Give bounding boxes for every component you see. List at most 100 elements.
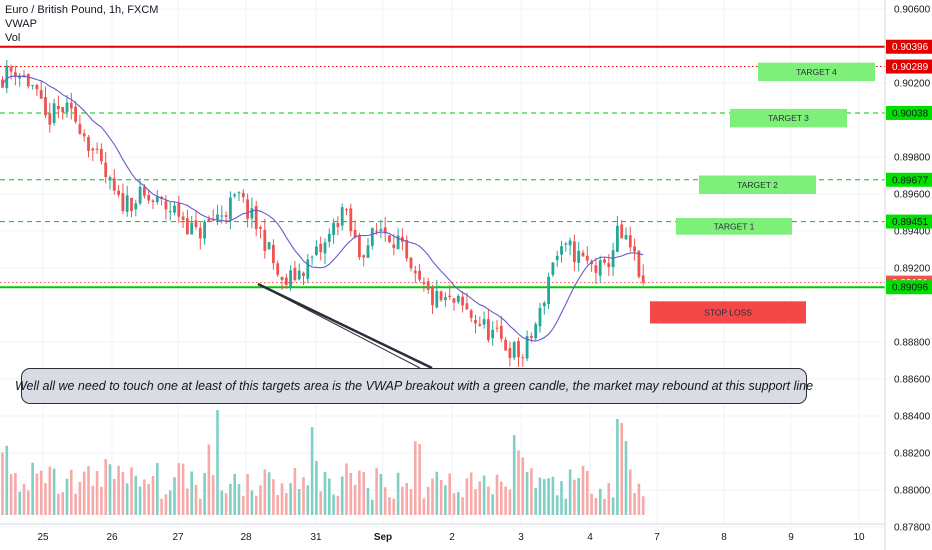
price-levels: [0, 45, 885, 289]
time-tick-label: 3: [518, 532, 524, 543]
time-axis[interactable]: 25 26 27 28 31 Sep 2 3 4 7 8 9 10: [37, 532, 865, 543]
volume-bar: [353, 484, 357, 515]
volume-bar: [362, 471, 365, 515]
candle-body: [52, 103, 56, 123]
candle-body: [452, 298, 456, 303]
candle-body: [409, 257, 413, 269]
symbol-title[interactable]: Euro / British Pound, 1h, FXCM: [5, 4, 159, 16]
candle-body: [134, 203, 138, 210]
candle-body: [456, 295, 460, 302]
candle-body: [633, 246, 636, 252]
target-1-zone: [676, 218, 792, 235]
volume-bar: [607, 483, 611, 515]
candle-body: [306, 259, 310, 279]
candle-body: [237, 192, 241, 194]
candle-body: [620, 224, 624, 239]
time-tick-label: 9: [788, 532, 794, 543]
volume-bar: [573, 479, 576, 515]
candle-body: [224, 215, 228, 217]
volume-bar: [18, 491, 21, 515]
candle-body: [164, 200, 168, 210]
volume-bar: [285, 493, 288, 515]
candle-body: [340, 207, 344, 226]
candle-body: [246, 199, 249, 219]
candle-body: [349, 208, 353, 232]
volume-bar: [276, 494, 279, 515]
price-level-labels: 0.903960.902890.900380.896770.894510.891…: [886, 39, 932, 295]
volume-bar: [383, 487, 387, 515]
candle-body: [538, 307, 542, 327]
volume-bar: [568, 469, 572, 515]
volume-bar: [289, 483, 292, 515]
candle-body: [530, 336, 533, 338]
volume-bar: [439, 479, 443, 515]
candle-body: [310, 256, 314, 258]
volume-bar: [78, 482, 82, 515]
volume-bar: [603, 498, 606, 515]
volume-bar: [560, 481, 563, 515]
volume-bar: [345, 463, 348, 515]
resistance-value: 0.90396: [892, 42, 929, 53]
volume-bar: [452, 493, 456, 515]
candle-body: [336, 223, 340, 228]
time-tick-label: 27: [172, 532, 184, 543]
volume-bar: [517, 450, 520, 515]
volume-bar: [620, 423, 623, 515]
candle-body: [121, 193, 125, 212]
volume-bar: [216, 410, 219, 515]
volume-bar: [151, 475, 155, 515]
time-tick-label: 26: [106, 532, 118, 543]
candle-body: [487, 319, 490, 341]
vwap-indicator-label[interactable]: VWAP: [5, 18, 37, 30]
volume-bar: [482, 475, 486, 515]
volume-bar: [616, 419, 619, 515]
volume-bar: [211, 475, 215, 515]
volume-bar: [164, 494, 168, 515]
volume-bar: [530, 468, 533, 515]
volume-bar: [538, 477, 542, 515]
target-3-line-tag: [886, 105, 932, 120]
price-tick-label: 0.88800: [894, 338, 931, 349]
volume-bar: [194, 484, 198, 515]
time-tick-label: 2: [449, 532, 455, 543]
volume-bar: [306, 485, 310, 515]
volume-bar: [156, 463, 159, 515]
candle-body: [263, 229, 267, 251]
target-1-line-tag: [886, 214, 932, 229]
candle-body: [641, 275, 645, 283]
volume-bar: [237, 484, 241, 515]
callout-pointer: [257, 282, 433, 370]
volume-bar: [633, 492, 636, 515]
candle-body: [302, 272, 305, 277]
candle-body: [31, 85, 34, 87]
volume-bar: [491, 494, 494, 515]
candle-body: [194, 220, 198, 228]
candle-body: [319, 243, 323, 253]
candle-body: [207, 218, 211, 222]
candle-body: [585, 255, 589, 261]
volume-bar: [302, 477, 305, 515]
price-axis[interactable]: 0.90600 0.90200 0.89800 0.89600 0.89400 0.892…: [886, 0, 932, 550]
volume-bar: [48, 466, 52, 515]
candle-body: [112, 178, 116, 191]
candle-body: [315, 246, 318, 255]
resistance-tag: [886, 39, 932, 54]
volume-bar: [418, 444, 421, 515]
candle-body: [358, 235, 361, 258]
candle-body: [57, 105, 60, 110]
time-tick-label: 10: [853, 532, 865, 543]
candle-body: [272, 244, 275, 264]
candle-body: [327, 233, 331, 242]
price-tick-label: 0.87800: [894, 523, 931, 534]
candle-body: [198, 227, 202, 239]
volume-bar: [392, 498, 396, 515]
volume-bar: [340, 476, 344, 515]
volume-bar: [199, 498, 202, 515]
volume-bar: [57, 493, 60, 515]
volume-bar: [95, 471, 99, 515]
volume-indicator-label[interactable]: Vol: [5, 32, 21, 44]
candle-body: [168, 211, 172, 213]
candle-body: [104, 162, 108, 177]
